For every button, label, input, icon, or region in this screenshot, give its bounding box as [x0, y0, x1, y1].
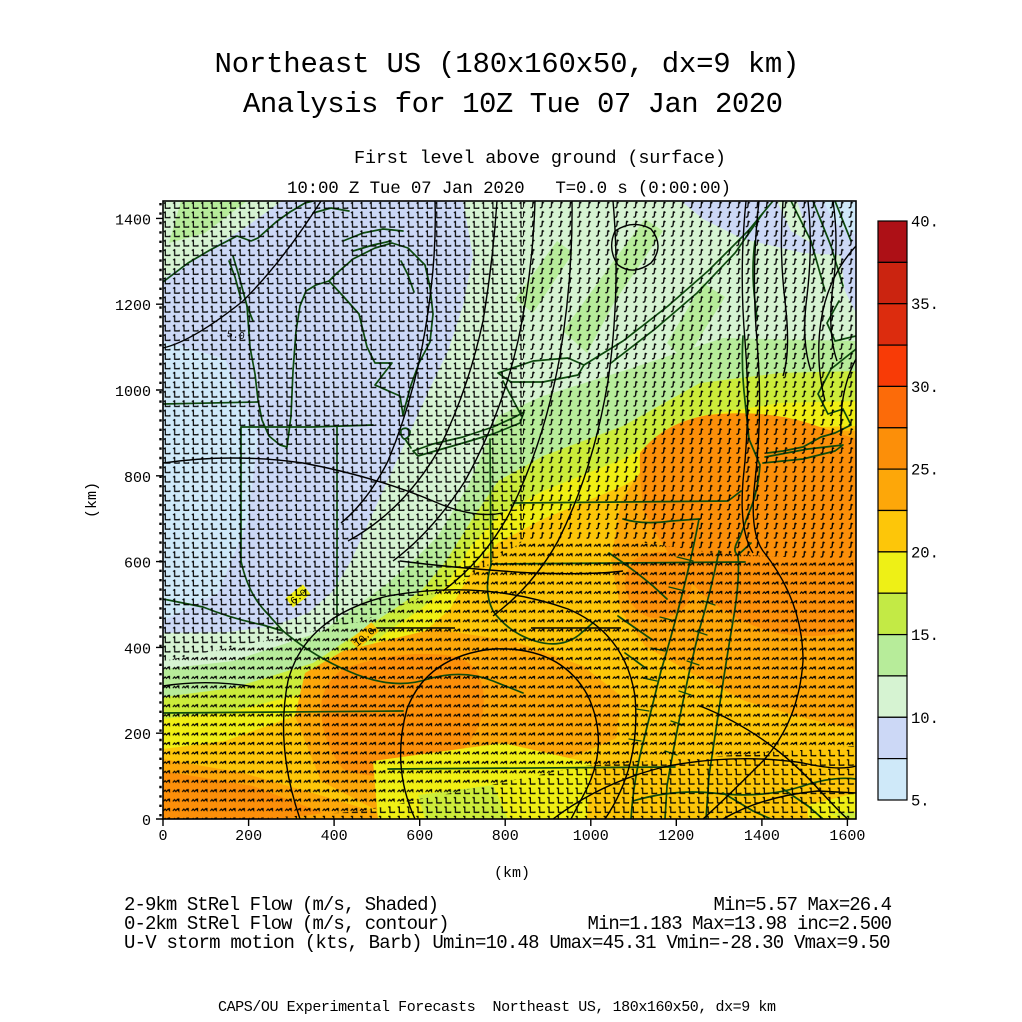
- svg-text:1000: 1000: [573, 828, 609, 845]
- svg-text:800: 800: [492, 828, 519, 845]
- svg-text:0-2km StRel Flow (m/s, contour: 0-2km StRel Flow (m/s, contour): [124, 913, 450, 935]
- svg-text:Northeast US (180x160x50, dx=9: Northeast US (180x160x50, dx=9 km): [215, 48, 800, 81]
- svg-text:20.: 20.: [911, 544, 939, 562]
- svg-text:10.: 10.: [911, 710, 939, 728]
- svg-text:35.: 35.: [911, 296, 939, 314]
- svg-text:1000: 1000: [115, 384, 151, 401]
- svg-text:U-V storm motion (kts, Barb) U: U-V storm motion (kts, Barb) Umin=10.48 …: [124, 932, 891, 954]
- svg-text:2-9km StRel Flow (m/s, Shaded): 2-9km StRel Flow (m/s, Shaded): [124, 894, 439, 916]
- svg-text:0: 0: [142, 813, 151, 830]
- svg-text:25.: 25.: [911, 462, 939, 480]
- svg-text:Min=1.183 Max=13.98 inc=2.500: Min=1.183 Max=13.98 inc=2.500: [588, 913, 893, 935]
- svg-text:CAPS/OU Experimental Forecasts: CAPS/OU Experimental Forecasts Northeast…: [218, 999, 776, 1016]
- svg-text:400: 400: [124, 641, 151, 658]
- svg-text:200: 200: [124, 727, 151, 744]
- svg-text:Min=5.57 Max=26.4: Min=5.57 Max=26.4: [714, 894, 893, 916]
- svg-text:1200: 1200: [658, 828, 694, 845]
- svg-text:200: 200: [235, 828, 262, 845]
- svg-text:800: 800: [124, 470, 151, 487]
- svg-text:(km): (km): [494, 865, 530, 882]
- svg-text:600: 600: [124, 556, 151, 573]
- svg-text:1200: 1200: [115, 298, 151, 315]
- svg-text:5.: 5.: [911, 793, 930, 811]
- svg-text:First level above ground (surf: First level above ground (surface): [354, 148, 726, 169]
- svg-text:Analysis for 10Z Tue 07 Jan 20: Analysis for 10Z Tue 07 Jan 2020: [243, 88, 783, 121]
- svg-text:40.: 40.: [911, 214, 939, 232]
- svg-text:(km): (km): [84, 482, 101, 518]
- svg-text:400: 400: [321, 828, 348, 845]
- svg-text:30.: 30.: [911, 379, 939, 397]
- svg-text:10:00 Z Tue 07 Jan 2020 T=0.: 10:00 Z Tue 07 Jan 2020 T=0.0 s (0:00:00…: [287, 179, 731, 199]
- svg-text:0: 0: [158, 828, 167, 845]
- svg-text:1600: 1600: [829, 828, 865, 845]
- svg-text:15.: 15.: [911, 627, 939, 645]
- svg-text:600: 600: [406, 828, 433, 845]
- svg-text:1400: 1400: [115, 212, 151, 229]
- svg-text:1400: 1400: [744, 828, 780, 845]
